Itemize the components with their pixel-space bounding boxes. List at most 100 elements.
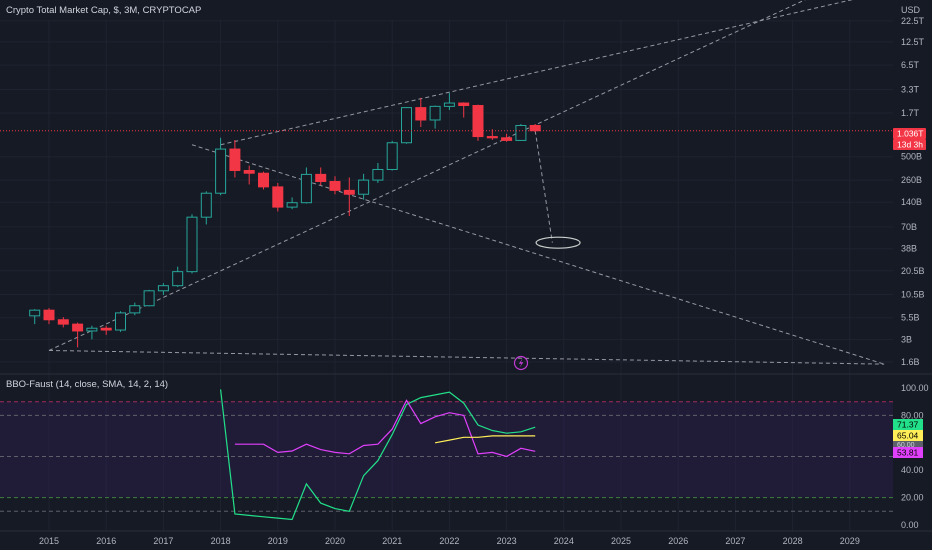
candle xyxy=(415,97,427,128)
candle xyxy=(229,139,241,178)
last-price-badge: 1.036T 13d 3h xyxy=(893,128,926,150)
candle xyxy=(300,167,312,204)
candle xyxy=(386,140,398,171)
candle xyxy=(429,105,441,129)
chart-title: Crypto Total Market Cap, $, 3M, CRYPTOCA… xyxy=(6,5,201,16)
indicator-lines xyxy=(220,389,536,521)
candle-body xyxy=(343,189,355,195)
badge-gray xyxy=(893,441,923,448)
candle-body xyxy=(315,173,327,182)
candle xyxy=(157,283,169,296)
indicator-series-line xyxy=(234,399,536,458)
time-tick-label: 2028 xyxy=(783,536,803,546)
badge-green-value: 71.37 xyxy=(897,420,919,430)
candle-body xyxy=(115,312,126,331)
lightning-icon[interactable] xyxy=(513,355,529,371)
currency-label: USD xyxy=(901,5,921,15)
time-tick-label: 2015 xyxy=(39,536,59,546)
candle xyxy=(243,165,255,185)
price-tick-label: 20.5B xyxy=(901,266,925,276)
price-tick-label: 1.6B xyxy=(901,357,920,367)
time-tick-label: 2025 xyxy=(611,536,631,546)
price-tick-label: 3B xyxy=(901,334,912,344)
candle xyxy=(29,309,41,325)
candle xyxy=(358,173,370,200)
indicator-series-line xyxy=(220,389,536,521)
candle xyxy=(443,92,455,111)
candle-body xyxy=(501,137,513,141)
time-tick-label: 2021 xyxy=(382,536,402,546)
candle xyxy=(100,325,112,335)
price-tick-label: 3.3T xyxy=(901,84,920,94)
time-tick-label: 2019 xyxy=(268,536,288,546)
candle xyxy=(200,191,212,225)
badge-gray-value: 60.00 xyxy=(897,442,915,449)
price-tick-label: 500B xyxy=(901,152,922,162)
candle-body xyxy=(200,192,212,218)
price-tick-label: 12.5T xyxy=(901,37,925,47)
candle-body xyxy=(43,309,55,321)
candle-body xyxy=(129,305,141,314)
candle-body xyxy=(529,124,541,132)
indicator-badges: 71.37 65.04 60.00 53.81 xyxy=(893,419,923,458)
candle xyxy=(472,104,484,141)
candle-body xyxy=(272,186,284,208)
target-ellipse xyxy=(535,236,581,249)
candle-body xyxy=(415,107,427,121)
indicator-tick-label: 80.00 xyxy=(901,410,924,420)
candle-body xyxy=(286,202,298,208)
price-tick-label: 260B xyxy=(901,175,922,185)
trendline xyxy=(534,130,553,243)
candle xyxy=(115,311,126,332)
overbought-oversold-band xyxy=(0,401,893,498)
candle xyxy=(343,177,355,217)
badge-yellow-value: 65.04 xyxy=(897,431,919,441)
candle xyxy=(329,176,341,195)
candle-body xyxy=(72,323,84,332)
candle xyxy=(258,171,269,190)
candle xyxy=(401,107,412,144)
candle xyxy=(272,182,284,212)
candle-body xyxy=(215,148,227,194)
candle xyxy=(286,197,298,210)
candle xyxy=(186,214,198,274)
candle-body xyxy=(386,142,398,170)
candle-body xyxy=(229,148,241,172)
time-tick-label: 2016 xyxy=(96,536,116,546)
candle-body xyxy=(429,105,441,121)
time-tick-label: 2024 xyxy=(554,536,574,546)
candle-body xyxy=(186,216,198,273)
last-price-value: 1.036T xyxy=(897,129,923,139)
badge-yellow xyxy=(893,430,923,441)
candle-body xyxy=(372,168,384,181)
time-axis[interactable]: 2015 2016 2017 2018 2019 2020 2021 2022 2023 2024… xyxy=(39,536,860,546)
time-tick-label: 2023 xyxy=(497,536,517,546)
indicator-pane[interactable] xyxy=(0,389,893,521)
candle xyxy=(57,317,69,328)
bar-countdown: 13d 3h xyxy=(897,140,923,150)
candle-body xyxy=(86,327,98,332)
badge-magenta xyxy=(893,447,923,458)
candle xyxy=(458,102,470,118)
candle-body xyxy=(401,107,412,144)
price-tick-label: 22.5T xyxy=(901,16,925,26)
trendline xyxy=(48,349,885,365)
indicator-tick-label: 20.00 xyxy=(901,493,924,503)
candle xyxy=(143,289,155,307)
trendline xyxy=(48,0,806,351)
candle-body xyxy=(329,180,341,191)
candle-body xyxy=(258,172,269,188)
candle xyxy=(129,302,141,316)
time-tick-label: 2017 xyxy=(153,536,173,546)
time-tick-label: 2018 xyxy=(211,536,231,546)
candle xyxy=(315,167,327,186)
candle-body xyxy=(458,102,470,107)
time-tick-label: 2020 xyxy=(325,536,345,546)
time-tick-label: 2026 xyxy=(668,536,688,546)
candle-body xyxy=(100,327,112,331)
candle xyxy=(529,124,541,132)
indicator-levels xyxy=(0,401,893,512)
indicator-axis[interactable]: 100.00 80.00 40.00 20.00 0.00 xyxy=(901,383,929,530)
price-axis[interactable]: 22.5T 12.5T 6.5T 3.3T 1.7T 500B 260B 140B 70B 38B… xyxy=(901,16,925,367)
